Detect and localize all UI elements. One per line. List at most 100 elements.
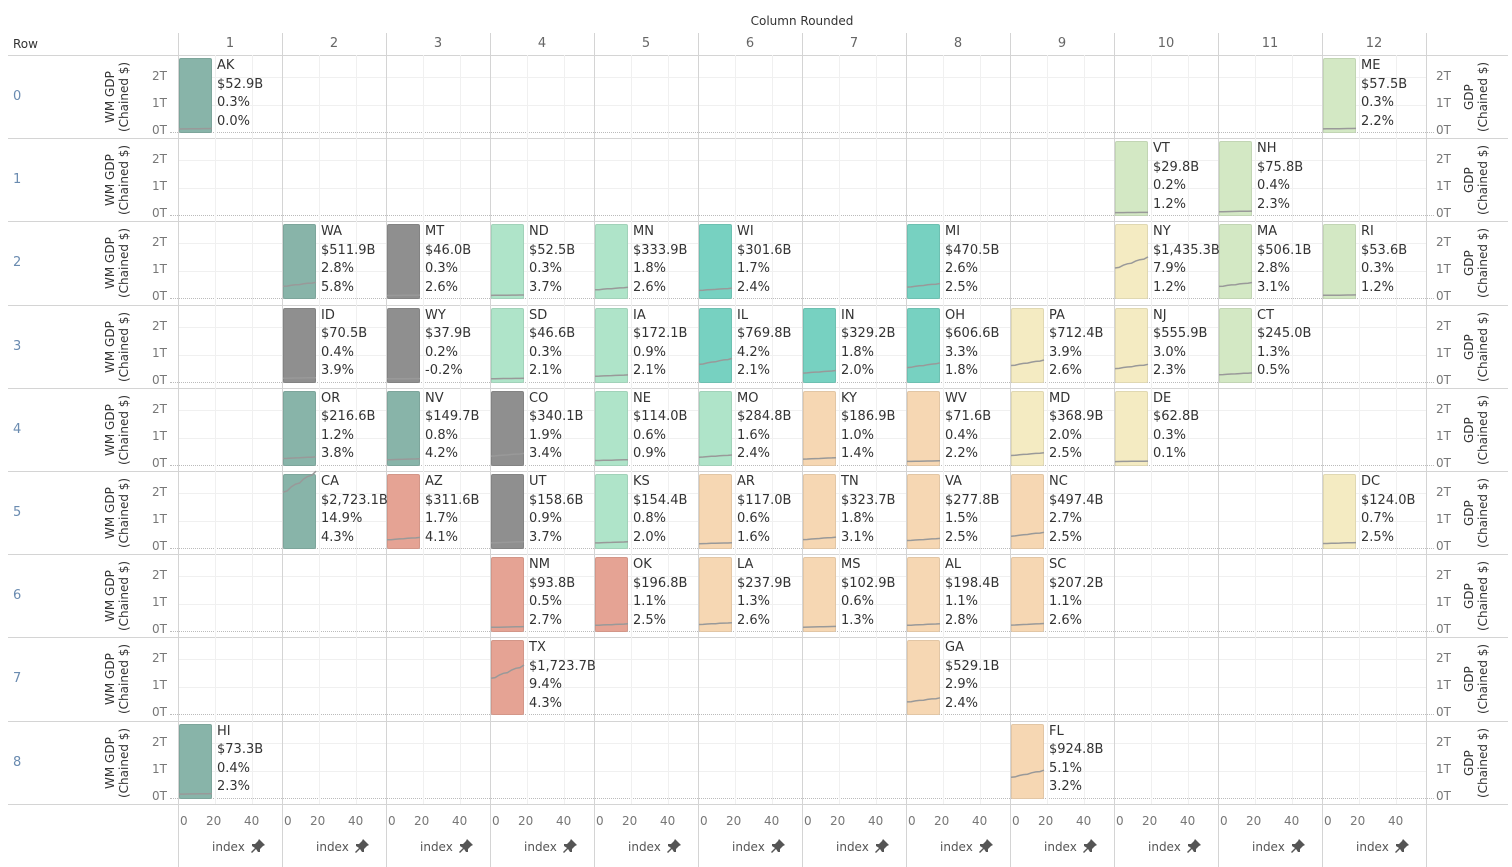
state-tile-de[interactable] (1115, 390, 1148, 466)
left-axis-tick: 2T (152, 485, 167, 499)
pin-icon[interactable] (978, 838, 994, 854)
column-number: 8 (953, 36, 963, 51)
state-growth-label: 2.4% (945, 695, 979, 711)
state-tile-wi[interactable] (699, 224, 732, 300)
pin-icon[interactable] (874, 838, 890, 854)
left-axis-tick: 1T (152, 595, 167, 610)
state-state-label: LA (737, 557, 754, 573)
state-tile-me[interactable] (1323, 58, 1356, 133)
state-tile-sd[interactable] (491, 307, 524, 383)
state-tile-hi[interactable] (179, 723, 212, 799)
state-state-label: MO (737, 390, 759, 406)
pin-icon[interactable] (666, 838, 682, 854)
state-tile-ks[interactable] (595, 474, 628, 549)
pin-icon[interactable] (250, 838, 266, 854)
state-growth-label: 4.3% (529, 695, 563, 711)
state-tile-nv[interactable] (387, 390, 420, 466)
state-tile-ma[interactable] (1219, 224, 1252, 300)
gridline (460, 55, 461, 804)
pin-icon[interactable] (770, 838, 786, 854)
state-share-label: 0.4% (945, 427, 979, 443)
state-gdp-label: $311.6B (425, 492, 480, 508)
pin-icon[interactable] (1186, 838, 1202, 854)
state-tile-va[interactable] (907, 474, 940, 549)
state-growth-label: 2.3% (217, 779, 251, 795)
left-axis-tick: 0T (152, 539, 167, 553)
state-state-label: VT (1153, 141, 1170, 157)
right-axis-tick: 2T (1436, 401, 1451, 416)
state-tile-ok[interactable] (595, 557, 628, 633)
state-tile-az[interactable] (387, 474, 420, 549)
state-tile-ca[interactable] (283, 474, 316, 549)
state-tile-ri[interactable] (1323, 224, 1356, 300)
state-tile-al[interactable] (907, 557, 940, 633)
left-axis-tick: 1T (152, 262, 167, 277)
state-tile-ne[interactable] (595, 390, 628, 466)
state-tile-ga[interactable] (907, 640, 940, 716)
state-tile-md[interactable] (1011, 390, 1044, 466)
state-tile-oh[interactable] (907, 307, 940, 383)
state-tile-mt[interactable] (387, 224, 420, 300)
row-axis-title: Row (13, 37, 38, 51)
state-tile-ms[interactable] (803, 557, 836, 633)
state-state-label: SD (529, 307, 548, 323)
state-tile-or[interactable] (283, 390, 316, 466)
state-tile-mn[interactable] (595, 224, 628, 300)
state-tile-nj[interactable] (1115, 307, 1148, 383)
pin-icon[interactable] (1082, 838, 1098, 854)
state-tile-ky[interactable] (803, 390, 836, 466)
state-tile-fl[interactable] (1011, 723, 1044, 799)
state-tile-nc[interactable] (1011, 474, 1044, 549)
state-tile-nd[interactable] (491, 224, 524, 300)
index-axis-tick: 0 (180, 814, 188, 828)
state-tile-sc[interactable] (1011, 557, 1044, 633)
state-gdp-label: $333.9B (633, 242, 688, 258)
state-tile-tx[interactable] (491, 640, 524, 716)
state-tile-mo[interactable] (699, 390, 732, 466)
state-tile-ut[interactable] (491, 474, 524, 549)
state-tile-ia[interactable] (595, 307, 628, 383)
right-axis-title: GDP (Chained $) (1462, 61, 1490, 133)
state-tile-il[interactable] (699, 307, 732, 383)
state-state-label: MI (945, 224, 961, 240)
state-growth-label: 4.2% (425, 446, 459, 462)
state-gdp-label: $73.3B (217, 742, 264, 758)
state-gdp-label: $62.8B (1153, 409, 1200, 425)
pin-icon[interactable] (354, 838, 370, 854)
pin-icon[interactable] (458, 838, 474, 854)
state-tile-wv[interactable] (907, 390, 940, 466)
state-tile-wa[interactable] (283, 224, 316, 300)
left-axis-tick: 2T (152, 69, 167, 83)
index-axis-tick: 20 (934, 814, 950, 828)
pin-icon[interactable] (1394, 838, 1410, 854)
state-share-label: 0.3% (1361, 95, 1395, 110)
state-growth-label: 2.2% (1361, 113, 1395, 129)
state-tile-tn[interactable] (803, 474, 836, 549)
state-share-label: 1.8% (633, 261, 667, 277)
column-divider (1426, 33, 1427, 867)
state-tile-nm[interactable] (491, 557, 524, 633)
state-tile-id[interactable] (283, 307, 316, 383)
state-tile-mi[interactable] (907, 224, 940, 300)
state-tile-in[interactable] (803, 307, 836, 383)
state-tile-ny[interactable] (1115, 224, 1148, 300)
column-divider (178, 33, 179, 867)
state-tile-la[interactable] (699, 557, 732, 633)
pin-icon[interactable] (1290, 838, 1306, 854)
row-divider (8, 803, 1508, 805)
index-axis-label: index (628, 840, 661, 854)
state-tile-ak[interactable] (179, 58, 212, 133)
state-growth-label: 2.4% (737, 279, 771, 295)
state-tile-vt[interactable] (1115, 141, 1148, 217)
state-share-label: 2.8% (1257, 261, 1291, 277)
state-tile-dc[interactable] (1323, 474, 1356, 549)
pin-icon[interactable] (562, 838, 578, 854)
state-tile-ct[interactable] (1219, 307, 1252, 383)
index-axis-tick: 0 (284, 814, 292, 828)
state-tile-pa[interactable] (1011, 307, 1044, 383)
state-tile-wy[interactable] (387, 307, 420, 383)
state-tile-ar[interactable] (699, 474, 732, 549)
column-divider (386, 33, 387, 867)
state-tile-co[interactable] (491, 390, 524, 466)
state-tile-nh[interactable] (1219, 141, 1252, 217)
